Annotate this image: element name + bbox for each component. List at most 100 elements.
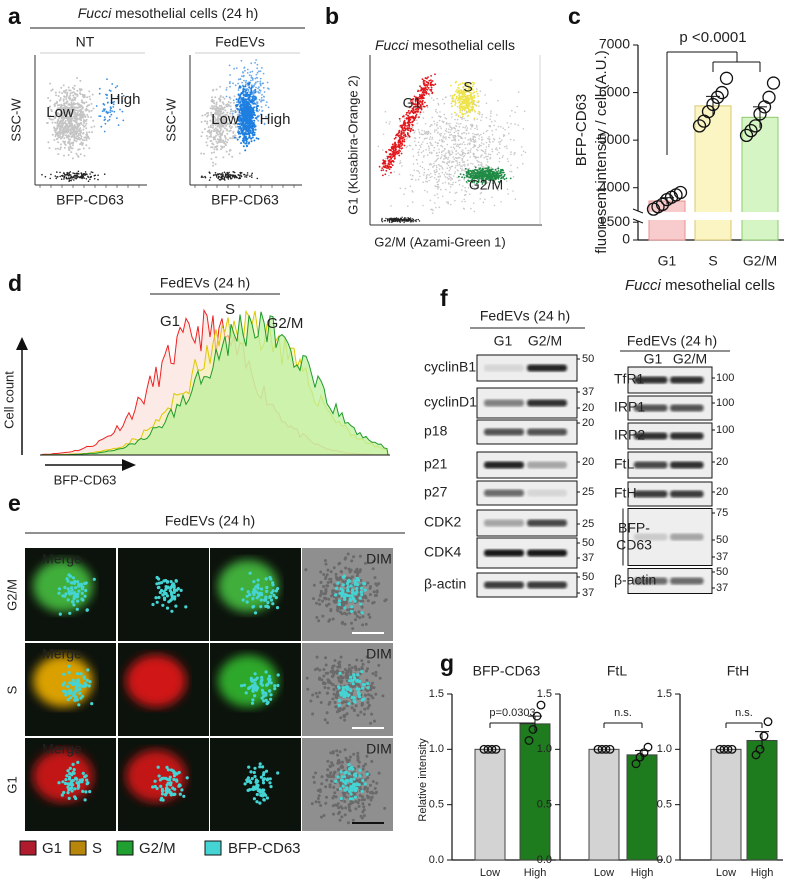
cell-dot: [429, 174, 431, 176]
cell-dot: [228, 177, 230, 179]
cell-dot: [238, 136, 240, 138]
cell-dot: [215, 103, 217, 105]
cell-dot: [450, 85, 452, 87]
cell-dot: [248, 127, 250, 129]
cell-dot: [491, 130, 493, 132]
cell-dot: [216, 174, 218, 176]
chart-title: FtL: [607, 663, 627, 679]
cell-dot: [494, 205, 496, 207]
cell-dot: [250, 137, 252, 139]
cell-dot: [215, 141, 217, 143]
cell-dot: [321, 600, 324, 603]
cell-dot: [263, 96, 265, 98]
cell-dot: [80, 583, 83, 586]
cell-dot: [408, 218, 409, 219]
cell-dot: [76, 140, 78, 142]
cell-dot: [501, 174, 503, 176]
cell-dot: [431, 87, 433, 89]
cell-dot: [54, 122, 56, 124]
cell-dot: [489, 171, 491, 173]
cell-dot: [427, 89, 429, 91]
cell-dot: [449, 137, 451, 139]
cell-dot: [456, 97, 458, 99]
cell-dot: [506, 180, 508, 182]
cell-dot: [423, 106, 425, 108]
cell-dot: [229, 150, 231, 152]
cell-dot: [427, 154, 429, 156]
cell-dot: [257, 81, 259, 83]
cell-dot: [459, 154, 461, 156]
cell-dot: [76, 128, 78, 130]
bar: [627, 755, 657, 860]
cell-dot: [475, 139, 477, 141]
cell-dot: [256, 108, 258, 110]
cell-dot: [500, 172, 502, 174]
cell-dot: [391, 148, 393, 150]
cell-dot: [246, 142, 248, 144]
axis-label: BFP-CD63: [211, 192, 279, 208]
cell-dot: [429, 152, 431, 154]
cell-dot: [440, 127, 442, 129]
cell-dot: [467, 150, 469, 152]
cell-dot: [445, 130, 447, 132]
cell-dot: [421, 133, 423, 135]
cell-dot: [80, 108, 82, 110]
cell-dot: [385, 151, 387, 153]
cell-dot: [468, 142, 470, 144]
cell-dot: [442, 151, 444, 153]
cell-dot: [209, 172, 211, 174]
cell-dot: [382, 163, 384, 165]
cell-dot: [435, 141, 437, 143]
cell-dot: [243, 80, 245, 82]
cell-dot: [455, 171, 457, 173]
cell-dot: [478, 105, 480, 107]
cell-dot: [474, 128, 476, 130]
cell-dot: [406, 219, 407, 220]
cell-dot: [443, 135, 445, 137]
cell-dot: [261, 94, 263, 96]
cell-dot: [480, 162, 482, 164]
cell-dot: [437, 197, 439, 199]
cell-dot: [248, 143, 250, 145]
cell-dot: [69, 145, 71, 147]
cell-dot: [462, 143, 464, 145]
cell-dot: [100, 126, 102, 128]
cell-dot: [470, 148, 472, 150]
cell-dot: [473, 84, 475, 86]
cell-dot: [76, 106, 78, 108]
cell-dot: [82, 139, 84, 141]
cell-dot: [388, 160, 390, 162]
cell-dot: [253, 113, 255, 115]
cell-dot: [86, 96, 88, 98]
cell-dot: [448, 129, 450, 131]
cell-dot: [426, 105, 428, 107]
cell-dot: [387, 158, 389, 160]
cell-dot: [439, 165, 441, 167]
cell-dot: [72, 603, 75, 606]
cell-dot: [212, 137, 214, 139]
bar: [649, 201, 685, 240]
cell-dot: [57, 592, 60, 595]
cell-dot: [401, 217, 402, 218]
cell-dot: [70, 134, 72, 136]
cell-dot: [399, 219, 400, 220]
cell-dot: [60, 97, 62, 99]
cell-dot: [252, 580, 255, 583]
cell-dot: [220, 148, 222, 150]
cell-dot: [79, 129, 81, 131]
cell-dot: [269, 595, 272, 598]
cell-dot: [116, 117, 118, 119]
cell-dot: [409, 124, 411, 126]
cell-dot: [74, 139, 76, 141]
cell-dot: [464, 208, 466, 210]
cell-dot: [86, 114, 88, 116]
cell-dot: [49, 83, 51, 85]
annotation: p=0.0303: [489, 707, 535, 719]
cell-dot: [103, 103, 105, 105]
cell-dot: [477, 133, 479, 135]
cell-dot: [422, 141, 424, 143]
cell-dot: [327, 581, 330, 584]
cell-dot: [321, 615, 324, 618]
cell-dot: [412, 129, 414, 131]
cell-dot: [449, 173, 451, 175]
